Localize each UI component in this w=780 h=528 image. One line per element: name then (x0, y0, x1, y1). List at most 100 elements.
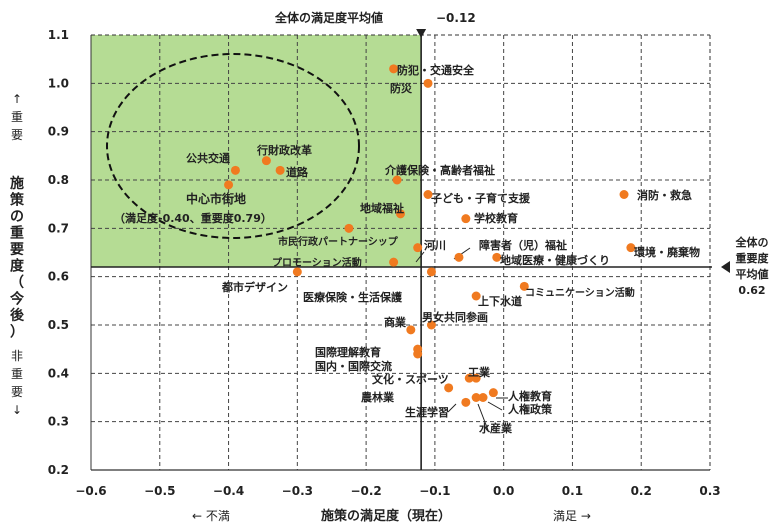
data-point (461, 397, 471, 407)
plot-frame-layer (90, 34, 711, 471)
highlight-annotation-detail: （満足度-0.40、重要度0.79） (114, 211, 272, 225)
data-point (423, 190, 433, 199)
point-label: 医療保険・生活保護 (303, 290, 403, 304)
highlight-annotation-title: 中心市街地 (186, 191, 246, 206)
data-point (519, 281, 529, 291)
y-axis-bottom-label: 重 (11, 367, 23, 381)
x-axis-title: 施策の満足度（現在） (321, 508, 451, 524)
y-axis-title-char: 度 (10, 258, 25, 275)
data-point (230, 165, 240, 175)
data-point (426, 267, 436, 277)
point-label: 道路 (286, 165, 309, 179)
data-point (261, 156, 271, 166)
satisfaction-average-value: −0.12 (436, 11, 476, 25)
y-axis-title-char: 要 (10, 242, 24, 258)
y-tick-label: 0.7 (48, 221, 69, 235)
y-tick-label: 0.4 (48, 366, 69, 380)
point-label: 人権政策 (508, 402, 553, 416)
x-tick-label: −0.1 (419, 484, 450, 498)
y-axis-top-label: 要 (11, 128, 23, 142)
point-label: 工業 (468, 365, 491, 379)
importance-average-line-text: 重要度 (736, 251, 770, 265)
data-point (626, 243, 636, 253)
data-point (389, 257, 399, 267)
point-label: 環境・廃棄物 (634, 245, 700, 259)
leader-line (487, 401, 503, 411)
point-label: 水産業 (479, 421, 513, 435)
y-axis-bottom-label: ↓ (12, 403, 22, 417)
point-label: 商業 (384, 315, 407, 329)
data-point (396, 209, 405, 219)
point-label: 地域医療・健康づくり (500, 253, 610, 267)
data-point (389, 64, 399, 74)
satisfaction-average-label: 全体の満足度平均値 (274, 10, 383, 25)
leader-line-layer (415, 247, 508, 431)
y-tick-label: 0.6 (48, 270, 69, 284)
data-point (426, 320, 436, 330)
highlight-ellipse (106, 53, 360, 239)
point-label: 防災 (390, 81, 413, 95)
data-point (344, 223, 354, 233)
x-tick-label: −0.5 (144, 484, 175, 498)
y-axis-title-char: 策 (9, 192, 25, 209)
x-tick-label: 0.3 (699, 484, 720, 498)
data-point (413, 243, 423, 253)
y-tick-label: 0.8 (48, 173, 69, 187)
x-tick-label: 0.2 (631, 484, 652, 498)
importance-average-marker (721, 261, 730, 273)
data-point (488, 388, 498, 398)
y-axis-title-char: 施 (10, 175, 24, 192)
data-point (454, 252, 464, 262)
point-label: 河川 (424, 238, 446, 252)
data-point (392, 175, 402, 185)
tick-label-layer: −0.6 −0.5 −0.4 −0.3 −0.2 −0.1 0.0 0.1 0.2 0.3 0.2 0… (48, 28, 721, 498)
point-label: プロモーション活動 (272, 256, 362, 269)
data-point (275, 165, 285, 175)
point-label: 国際理解教育 (315, 345, 381, 359)
point-label: 国内・国際交流 (315, 359, 392, 373)
y-axis-title-char: 後 (10, 307, 25, 324)
data-point (471, 373, 481, 383)
satisfaction-average-marker (416, 29, 427, 38)
point-label: 障害者（児）福祉 (479, 238, 567, 252)
highlight-ellipse-layer (106, 53, 360, 239)
point-label: 行財政改革 (256, 143, 312, 157)
highlight-annotation: 中心市街地 （満足度-0.40、重要度0.79） (114, 191, 272, 225)
point-label: 市民行政パートナーシップ (278, 235, 399, 248)
y-axis-title-char: ） (10, 325, 24, 341)
point-label: 介護保険・高齢者福祉 (384, 163, 495, 177)
y-axis-bottom-label: 非 (11, 349, 23, 363)
x-tick-label: −0.3 (282, 484, 313, 498)
leader-line (447, 403, 457, 413)
point-label: 学校教育 (474, 211, 518, 225)
point-label: 都市デザイン (221, 280, 288, 294)
leader-line (415, 251, 425, 263)
importance-average-line-text: 全体の (735, 235, 769, 249)
point-label: 子ども・子育て支援 (431, 191, 531, 205)
data-point (492, 252, 502, 262)
y-axis-bottom-label: 要 (11, 385, 23, 399)
y-axis-title-char: 今 (9, 291, 24, 308)
y-tick-label: 0.5 (48, 318, 69, 332)
importance-average-line-text: 0.62 (738, 284, 765, 297)
data-point (471, 393, 481, 402)
point-layer (224, 64, 636, 407)
point-label: 農林業 (361, 390, 395, 404)
point-label: 生涯学習 (405, 405, 449, 419)
x-tick-label: −0.6 (75, 484, 106, 498)
data-point (619, 190, 629, 199)
data-point (413, 349, 423, 359)
point-label: 消防・救急 (637, 188, 692, 202)
y-axis-title-char: の (10, 209, 24, 225)
y-axis-top-label: ↑ (12, 92, 22, 106)
x-axis-right-label: 満足 → (553, 509, 591, 523)
point-label: 防犯・交通安全 (397, 63, 475, 77)
y-tick-label: 0.9 (48, 125, 69, 139)
data-point (224, 180, 234, 190)
data-point (444, 383, 454, 393)
x-tick-label: 0.1 (562, 484, 583, 498)
x-tick-label: −0.4 (213, 484, 244, 498)
